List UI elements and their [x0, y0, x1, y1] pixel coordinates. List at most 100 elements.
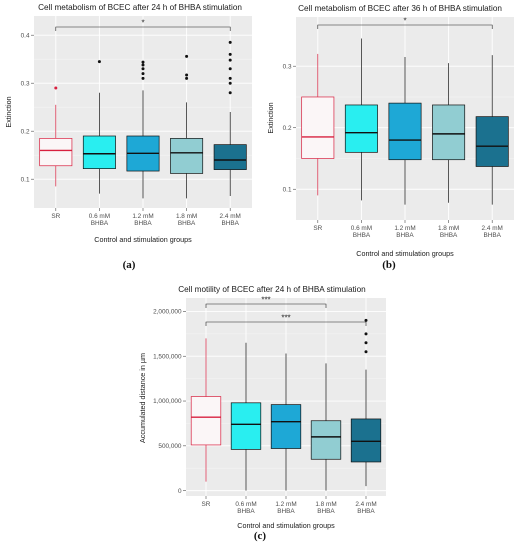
box	[475, 116, 509, 167]
box	[82, 135, 116, 169]
y-tick-label: 0.2	[21, 128, 30, 135]
outlier-point	[185, 73, 189, 77]
x-category-label: SR	[51, 213, 60, 220]
y-tick-label: 0.1	[283, 186, 292, 193]
x-category-label: 2.4 mM	[220, 213, 241, 220]
significance-bracket	[55, 26, 231, 31]
outlier-point	[141, 63, 145, 67]
outlier-point	[185, 54, 189, 58]
x-category-label: SR	[313, 225, 322, 232]
x-axis-label: Control and stimulation groups	[356, 249, 454, 258]
x-category-label: 1.2 mM	[394, 225, 415, 232]
x-category-label: BHBA	[134, 220, 152, 227]
y-tick-label: 0.1	[21, 176, 30, 183]
box	[213, 144, 247, 170]
outlier-point	[364, 318, 368, 322]
chart-title: Cell metabolism of BCEC after 24 h of BH…	[38, 3, 242, 12]
x-category-label: BHBA	[178, 220, 196, 227]
box	[270, 404, 302, 449]
outlier-point	[141, 72, 145, 76]
panel-label-b: (b)	[382, 259, 396, 271]
y-tick-label: 0	[178, 488, 182, 495]
box	[310, 420, 342, 460]
chart-c-svg: 0 500,000 1,000,000 1,500,000 2,000,000 *** **…	[138, 285, 386, 530]
x-category-label: 1.8 mM	[438, 225, 459, 232]
y-axis-label: Extinction	[266, 102, 275, 133]
box	[344, 104, 378, 153]
outlier-point	[228, 40, 232, 44]
y-axis-label: Accumulated distance in µm	[138, 353, 147, 443]
chart-title: Cell motility of BCEC after 24 h of BHBA…	[178, 285, 366, 294]
x-category-label: 1.8 mM	[176, 213, 197, 220]
y-tick-label: 0.2	[283, 125, 292, 132]
outlier-point	[228, 91, 232, 95]
x-category-label: BHBA	[353, 232, 371, 239]
chart-panel-b: 0.1 0.2 0.3 * SR 0.6 mM BHBA 1.2 mM BHBA 1.8 mM BH…	[262, 0, 520, 276]
y-tick-label: 0.3	[283, 63, 292, 70]
x-category-label: BHBA	[357, 508, 375, 515]
x-category-label: 1.2 mM	[275, 501, 296, 508]
chart-panel-a: 0.1 0.2 0.3 0.4 * SR 0.6 mM BHBA 1.2 mM BHBA 1.8 m…	[0, 0, 258, 276]
outlier-point	[228, 67, 232, 71]
significance-label: ***	[261, 296, 270, 305]
outlier-point	[364, 332, 368, 336]
outlier-point	[228, 58, 232, 62]
x-category-label: 2.4 mM	[355, 501, 376, 508]
x-category-label: SR	[202, 501, 211, 508]
significance-bracket	[205, 321, 367, 326]
significance-bracket	[317, 24, 493, 29]
y-tick-label: 1,500,000	[153, 353, 182, 360]
box	[350, 418, 382, 463]
y-tick-label: 500,000	[158, 443, 182, 450]
outlier-point	[364, 341, 368, 345]
outlier-point	[228, 52, 232, 56]
x-category-label: BHBA	[277, 508, 295, 515]
x-category-label: 1.8 mM	[315, 501, 336, 508]
outlier-point	[141, 60, 145, 64]
x-category-label: 2.4 mM	[482, 225, 503, 232]
outlier-point	[228, 81, 232, 85]
outlier-point	[54, 86, 58, 90]
chart-panel-c: 0 500,000 1,000,000 1,500,000 2,000,000 *** **…	[130, 280, 390, 550]
x-category-label: 1.2 mM	[132, 213, 153, 220]
outlier-point	[97, 60, 101, 64]
outlier-point	[185, 76, 189, 80]
x-category-label: 0.6 mM	[235, 501, 256, 508]
panel-label-a: (a)	[122, 259, 136, 271]
outlier-point	[141, 67, 145, 71]
y-tick-label: 0.4	[21, 32, 30, 39]
significance-label: *	[141, 19, 144, 28]
y-tick-label: 0.3	[21, 80, 30, 87]
x-axis-label: Control and stimulation groups	[94, 235, 192, 244]
box	[432, 104, 466, 161]
significance-label: *	[403, 17, 406, 26]
x-category-label: 0.6 mM	[89, 213, 110, 220]
x-category-label: BHBA	[221, 220, 239, 227]
x-category-label: BHBA	[237, 508, 255, 515]
x-category-label: BHBA	[91, 220, 109, 227]
outlier-point	[228, 76, 232, 80]
panel-label-c: (c)	[253, 530, 267, 542]
x-category-label: BHBA	[440, 232, 458, 239]
box	[388, 102, 422, 161]
x-category-label: BHBA	[317, 508, 335, 515]
significance-label: ***	[281, 314, 290, 323]
box	[190, 396, 222, 446]
x-category-label: 0.6 mM	[351, 225, 372, 232]
box	[230, 402, 262, 450]
box	[39, 138, 73, 167]
significance-bracket	[205, 303, 327, 308]
x-category-label: BHBA	[396, 232, 414, 239]
x-category-label: BHBA	[483, 232, 501, 239]
x-axis-label: Control and stimulation groups	[237, 521, 335, 530]
outlier-point	[141, 76, 145, 80]
outlier-point	[364, 350, 368, 354]
box	[170, 138, 204, 174]
y-axis-label: Extinction	[4, 96, 13, 127]
box	[301, 96, 335, 159]
y-tick-label: 1,000,000	[153, 398, 182, 405]
chart-title: Cell metabolism of BCEC after 36 h of BH…	[298, 4, 502, 13]
y-tick-label: 2,000,000	[153, 309, 182, 316]
